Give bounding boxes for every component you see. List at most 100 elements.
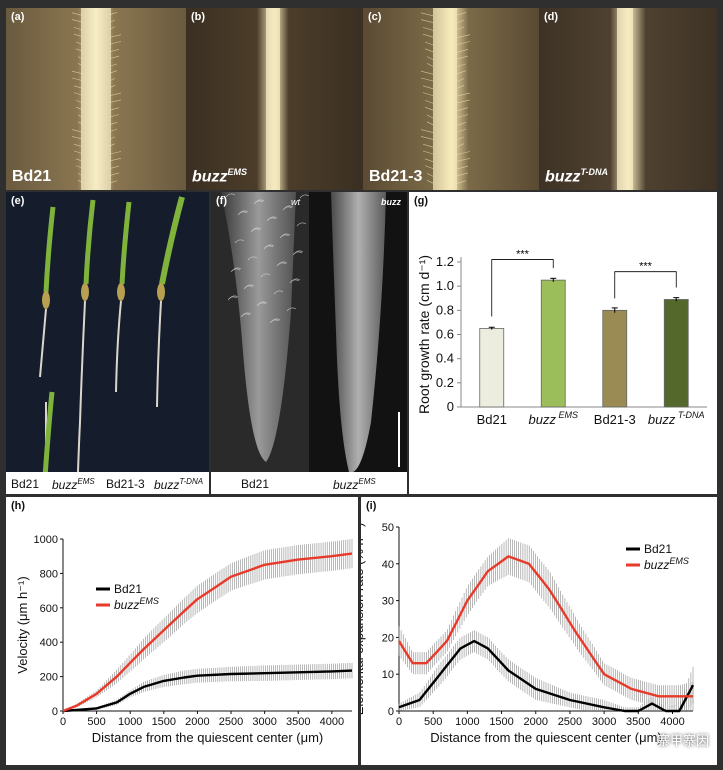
- x-axis-label: Distance from the quiescent center (μm): [430, 730, 661, 745]
- significance-label: ***: [639, 261, 653, 273]
- root-hair: [426, 173, 434, 177]
- panel-h: (h) 0 200 400 600 800 1000 0 500 1000 1500 2000 250…: [6, 497, 358, 765]
- significance-label: ***: [516, 249, 530, 261]
- x-tick-label: 1500: [489, 716, 513, 728]
- sem-label-right-sup: EMS: [358, 477, 376, 486]
- seedling-label-1: Bd21: [11, 477, 40, 491]
- panel-d: (d) buzzT-DNA: [539, 8, 717, 190]
- x-tick-label: 500: [424, 716, 442, 728]
- root-hair: [456, 122, 467, 126]
- sem-hair: [299, 194, 310, 199]
- x-tick-label: 500: [87, 716, 105, 728]
- root-hair: [424, 100, 434, 104]
- seedling-label-4-main: buzz: [154, 478, 180, 492]
- root-hair: [424, 41, 434, 46]
- x-tick-label: 3000: [252, 716, 276, 728]
- caption-b-main: buzz: [192, 168, 228, 185]
- root-hair: [426, 63, 434, 67]
- seedling-label-2-sup: EMS: [77, 477, 95, 486]
- root-hair: [456, 85, 465, 89]
- root-hair: [107, 49, 120, 53]
- panel-b: (b) buzzEMS: [186, 8, 363, 190]
- root-hair: [456, 55, 469, 60]
- panel-label-b: (b): [191, 11, 206, 23]
- seedling-label-4: buzzT-DNA: [154, 477, 203, 492]
- sem-hair: [279, 234, 290, 239]
- significance-bracket: [491, 259, 554, 317]
- panel-label-h: (h): [11, 500, 26, 512]
- sem-hair: [253, 200, 264, 205]
- panel-e: Bd21 buzzEMS Bd21-3 buzzT-DNA (e): [6, 192, 209, 494]
- root-hair: [420, 70, 434, 75]
- caption-d-sup: T-DNA: [580, 166, 609, 177]
- sem-hair: [269, 319, 280, 324]
- sem-hair: [240, 313, 251, 318]
- legend-label: Bd21: [114, 582, 142, 596]
- root-hair: [424, 48, 434, 53]
- root-hair: [77, 114, 85, 119]
- root-hair: [422, 150, 434, 155]
- sem-hair: [289, 279, 300, 284]
- sem-hair: [230, 268, 241, 273]
- root-hair: [426, 114, 434, 119]
- root-hair: [107, 63, 118, 68]
- sem-hair: [263, 245, 274, 250]
- panel-i: (i) 0 10 20 30 40 50 0 500 1000 1500 2000 2500 3000 3…: [361, 497, 717, 765]
- root-hair: [75, 158, 85, 163]
- x-tick-label: buzz EMS: [529, 410, 578, 427]
- root-hair: [107, 70, 118, 74]
- root-hair: [71, 129, 85, 133]
- legend-label-main: buzz: [644, 558, 669, 572]
- root-hair: [422, 92, 434, 96]
- root-hair: [107, 107, 120, 111]
- legend-label: Bd21: [644, 542, 672, 556]
- y-tick-label: 600: [40, 603, 58, 615]
- bar: [540, 279, 566, 408]
- caption-b: buzzEMS: [192, 167, 247, 186]
- root-hair: [73, 27, 85, 31]
- panel-c: (c) Bd21-3: [363, 8, 539, 190]
- root-photo-a: [71, 8, 122, 190]
- root-hair: [422, 85, 434, 90]
- panel-label-e: (e): [11, 195, 25, 207]
- root-hair: [107, 19, 116, 24]
- root-hair: [107, 26, 116, 31]
- x-tick-label-main: buzz: [529, 412, 557, 427]
- root-hair: [77, 173, 85, 177]
- legend-label: buzzEMS: [644, 556, 689, 572]
- root-hair: [71, 12, 85, 17]
- sem-hair: [296, 222, 307, 227]
- root-hair: [107, 114, 120, 118]
- sem-hair: [247, 256, 258, 261]
- root-hair: [422, 27, 434, 31]
- root-hair: [107, 34, 122, 38]
- y-tick-label: 1000: [34, 534, 58, 546]
- root-hair: [75, 48, 85, 53]
- sem-hair: [282, 206, 293, 211]
- root-hair: [107, 143, 116, 147]
- y-tick-label: 0: [388, 706, 394, 718]
- root-hair: [420, 136, 434, 140]
- y-tick-label: 0.4: [436, 351, 454, 366]
- y-tick-label: 30: [382, 596, 394, 608]
- root-hair: [107, 180, 118, 184]
- sem-hair: [266, 217, 277, 222]
- root-hair: [107, 12, 118, 16]
- series-line: [398, 639, 695, 713]
- y-tick-label: 0.8: [436, 302, 454, 317]
- seedling-1: [40, 391, 55, 494]
- x-tick-label: Bd21-3: [594, 412, 636, 427]
- sem-labels: Bd21 buzzEMS: [211, 472, 407, 494]
- root-hair: [426, 179, 434, 184]
- root-hair: [107, 78, 116, 82]
- sem-images: [211, 192, 407, 473]
- root-hair: [107, 128, 118, 133]
- seedling-labels: Bd21 buzzEMS Bd21-3 buzzT-DNA: [6, 472, 209, 494]
- root-hair: [75, 41, 85, 46]
- root-hair: [420, 129, 434, 133]
- x-tick-label: 2500: [558, 716, 582, 728]
- root-hair: [107, 85, 116, 89]
- bar: [602, 309, 628, 408]
- x-tick-label: 0: [396, 716, 402, 728]
- root-hair: [420, 19, 434, 23]
